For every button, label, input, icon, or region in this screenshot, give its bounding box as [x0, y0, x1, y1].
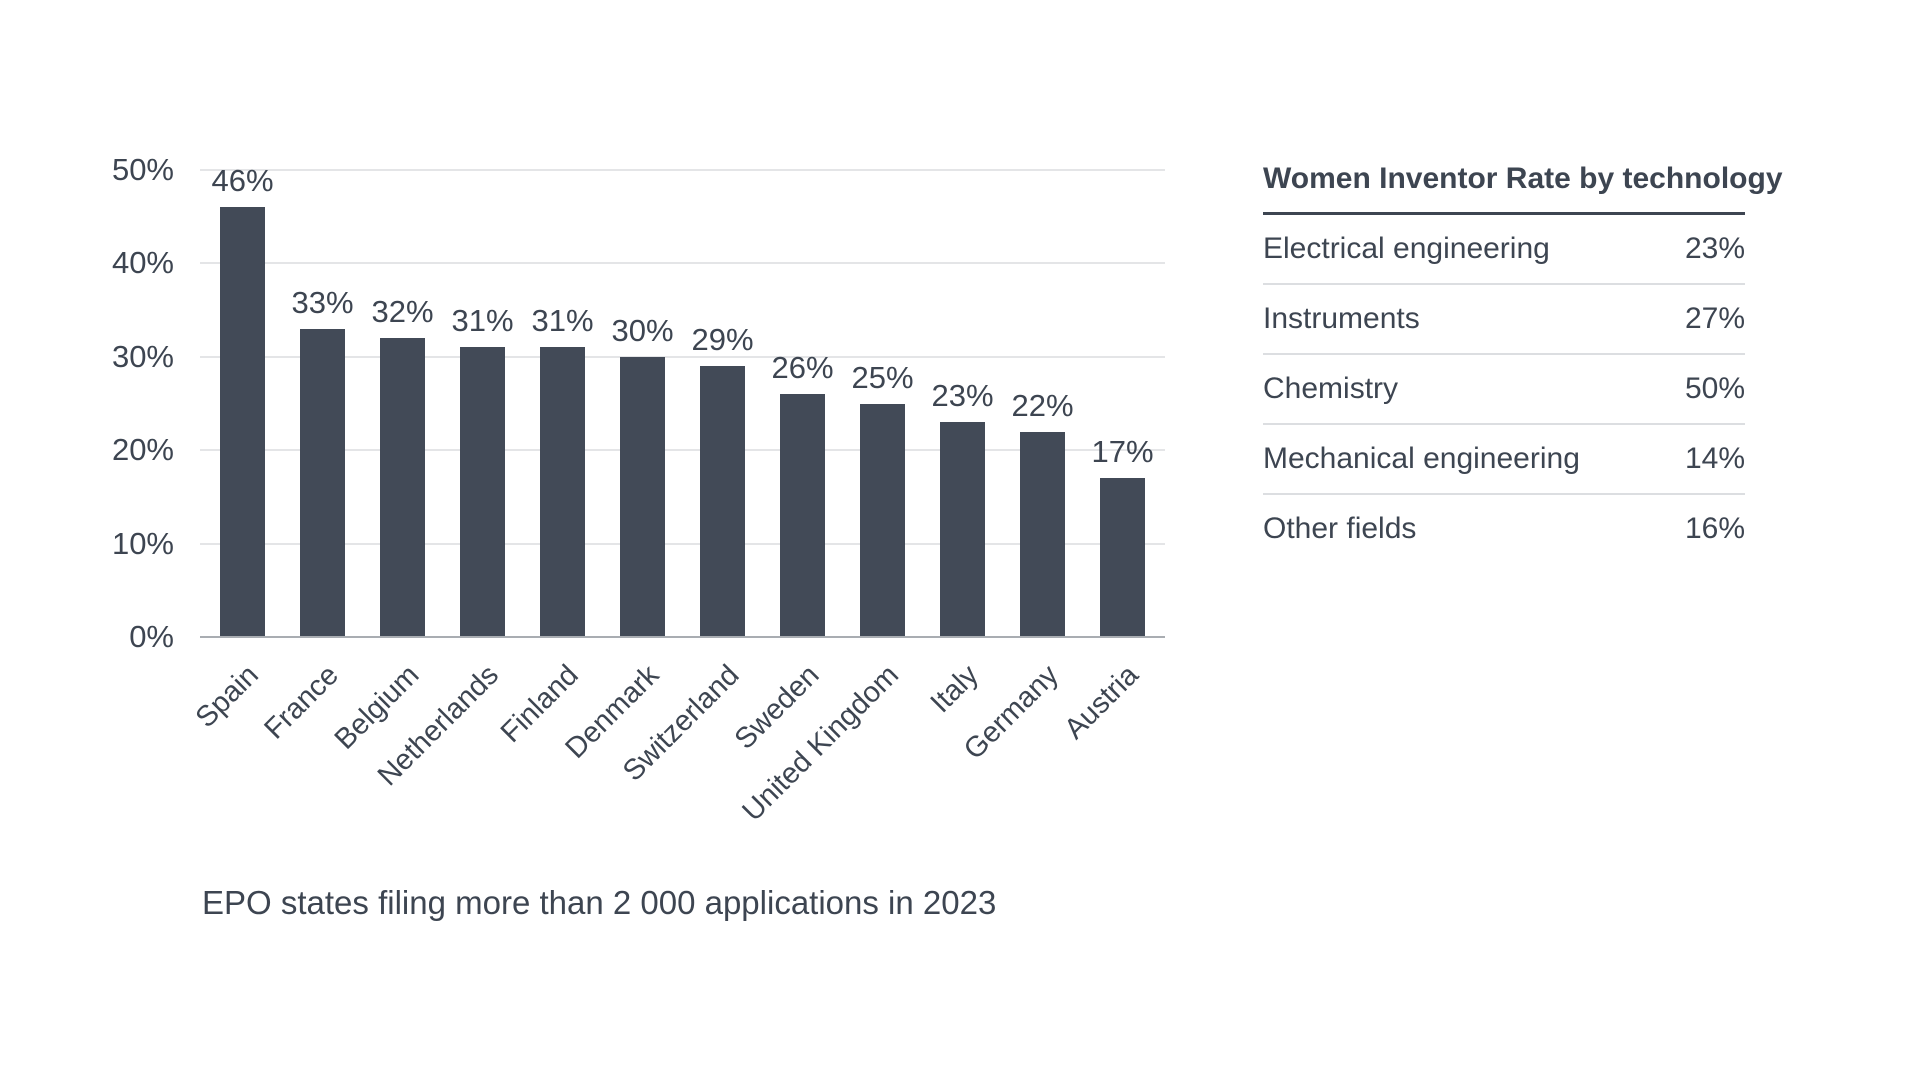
bar-finland: 31% [531, 303, 594, 637]
gridline [200, 262, 1165, 265]
bar-denmark: 30% [611, 313, 674, 637]
row-label: Instruments [1263, 302, 1420, 335]
bars-container: 46% 33% 32% 31% 31% 30% 29% 26% 25% 23% 22% 17% [200, 163, 1165, 637]
table-row: Other fields 16% [1263, 495, 1745, 563]
bar-austria: 17% [1091, 434, 1154, 637]
bar-belgium: 32% [371, 294, 434, 637]
gridline [200, 169, 1165, 171]
row-value: 14% [1684, 442, 1745, 475]
bar-value-label: 31% [531, 303, 594, 339]
row-value: 27% [1684, 302, 1745, 335]
bar-value-label: 25% [851, 359, 914, 395]
bar-value-label: 17% [1091, 434, 1154, 470]
gridline [200, 542, 1165, 545]
x-axis-label: Austria [1058, 659, 1146, 746]
x-axis-label-anchor: Austria [823, 659, 1145, 745]
bar-value-label: 23% [931, 378, 994, 414]
row-label: Other fields [1263, 512, 1417, 545]
table-row: Chemistry 50% [1263, 355, 1745, 425]
bar-switzerland: 29% [691, 322, 754, 637]
bar-france: 33% [291, 285, 354, 637]
bar-value-label: 46% [211, 163, 274, 199]
gridline [200, 449, 1165, 452]
row-label: Mechanical engineering [1263, 442, 1580, 475]
bar-sweden: 26% [771, 350, 834, 637]
row-value: 23% [1684, 232, 1745, 265]
y-axis-tick-label: 0% [129, 619, 174, 654]
y-axis-tick-label: 40% [111, 245, 174, 281]
technology-rate-table: Women Inventor Rate by technology Electr… [1263, 158, 1783, 563]
bar-united-kingdom: 25% [851, 360, 914, 637]
x-axis-line [200, 636, 1165, 638]
bar-germany: 22% [1011, 388, 1074, 637]
bar-netherlands: 31% [451, 303, 514, 637]
gridline [200, 355, 1165, 358]
y-axis-tick-label: 50% [111, 152, 174, 187]
row-label: Electrical engineering [1263, 232, 1550, 265]
table-row: Mechanical engineering 14% [1263, 425, 1745, 495]
chart-caption: EPO states filing more than 2 000 applic… [202, 884, 997, 921]
row-value: 50% [1684, 372, 1745, 405]
row-value: 16% [1684, 512, 1745, 545]
bar-value-label: 33% [291, 284, 354, 320]
bar-value-label: 30% [611, 312, 674, 348]
bar-value-label: 32% [371, 294, 434, 330]
bar-value-label: 26% [771, 350, 834, 386]
table-title: Women Inventor Rate by technology [1263, 158, 1783, 215]
y-axis-tick-label: 30% [111, 338, 174, 374]
y-axis-tick-label: 10% [111, 525, 174, 561]
bar-chart-plot-area: 0% 10% 20% 30% 40% 50% 46% 33% 32% 31% 31% 30% 29% 26… [112, 152, 1165, 828]
table-row: Instruments 27% [1263, 285, 1745, 355]
row-label: Chemistry [1263, 372, 1399, 405]
bar-spain: 46% [211, 163, 274, 637]
y-axis-tick-label: 20% [111, 432, 174, 468]
bar-value-label: 29% [691, 322, 754, 358]
table-body: Electrical engineering 23% Instruments 27% C… [1263, 215, 1745, 563]
table-row: Electrical engineering 23% [1263, 215, 1745, 285]
bar-value-label: 31% [451, 303, 514, 339]
bar-italy: 23% [931, 378, 994, 637]
bar-value-label: 22% [1011, 387, 1074, 423]
